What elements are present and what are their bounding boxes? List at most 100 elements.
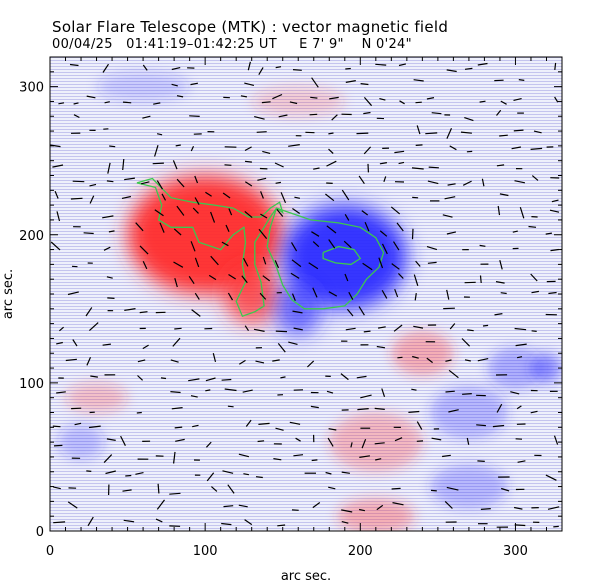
field-vector (221, 241, 229, 247)
field-vector (292, 69, 302, 71)
field-vector (122, 158, 125, 171)
field-vector (394, 150, 405, 154)
field-vector (241, 275, 248, 284)
field-vector (357, 408, 369, 411)
field-vector (240, 95, 248, 98)
field-vector (360, 83, 369, 86)
y-tick-label: 300 (19, 81, 44, 96)
field-vector (379, 162, 388, 165)
field-vector (346, 308, 354, 317)
field-vector (313, 167, 320, 170)
field-vector (67, 291, 79, 296)
field-vector (174, 327, 182, 330)
field-vector (545, 232, 552, 235)
field-vector (292, 208, 301, 214)
field-vector (329, 96, 339, 100)
field-vector (58, 102, 65, 105)
field-vector (499, 193, 509, 197)
field-vector (328, 291, 338, 297)
field-vector (460, 131, 472, 134)
field-vector (208, 274, 217, 281)
field-vector (327, 437, 334, 447)
field-vector (102, 63, 110, 73)
field-vector (88, 425, 101, 429)
field-vector (361, 210, 369, 216)
field-vector (446, 486, 459, 491)
field-vector (379, 98, 386, 101)
field-vector (262, 275, 271, 282)
field-vector (531, 330, 537, 332)
field-vector (172, 160, 178, 170)
field-vector (106, 438, 116, 441)
field-vector (293, 327, 303, 331)
field-vector (137, 359, 146, 363)
field-contours (136, 177, 385, 318)
field-vector (108, 230, 115, 233)
field-vector (551, 199, 559, 203)
field-vector (553, 435, 559, 445)
field-vector (500, 292, 507, 295)
field-vector (310, 96, 318, 99)
field-vector (136, 411, 142, 414)
field-vector (511, 146, 522, 150)
field-vector (311, 459, 318, 462)
field-vector (550, 248, 559, 252)
polarity-region-negative (57, 424, 105, 460)
field-vector (247, 61, 251, 71)
field-vector (411, 388, 417, 391)
field-vector (350, 442, 353, 448)
field-vector (74, 422, 82, 426)
axis-ticks (49, 56, 563, 532)
field-vector (109, 145, 116, 148)
field-vector (104, 101, 110, 104)
field-vector (212, 353, 217, 363)
field-vector (379, 230, 388, 237)
field-vector (295, 437, 301, 442)
x-axis-label: arc sec. (281, 569, 331, 584)
field-vector (139, 311, 148, 314)
field-vector (548, 291, 557, 295)
field-vector (210, 211, 216, 223)
polarity-region-negative (96, 71, 190, 102)
field-vector (137, 375, 144, 381)
field-vector (464, 359, 471, 362)
field-vector (56, 341, 63, 345)
field-vector (90, 375, 98, 378)
field-vector (325, 471, 332, 475)
field-vector (291, 293, 296, 301)
field-vector (190, 82, 199, 86)
inner-negative-contour (322, 245, 362, 266)
field-vector (394, 288, 399, 298)
field-vector (442, 214, 453, 218)
field-vector (376, 504, 384, 511)
field-vector (227, 484, 235, 494)
polarity-region-positive (329, 412, 423, 472)
x-tick-label: 100 (193, 544, 218, 559)
field-vector (390, 206, 401, 215)
polarity-region-negative (274, 282, 322, 336)
field-vector (374, 442, 385, 445)
field-vector (238, 453, 250, 458)
field-vector (50, 144, 61, 148)
field-vector (225, 224, 230, 233)
field-vector (499, 260, 503, 270)
field-vector (89, 195, 95, 204)
field-vector (547, 506, 560, 510)
field-vector (467, 329, 474, 332)
field-vector (189, 115, 200, 117)
field-vector (427, 261, 437, 264)
field-vector (413, 325, 424, 329)
subtitle-north: N 0'24" (361, 37, 412, 52)
field-vector (86, 357, 92, 366)
field-vector (408, 410, 420, 413)
field-vector (275, 427, 284, 431)
field-vector (449, 145, 457, 151)
field-vector (275, 66, 282, 69)
field-vector (238, 504, 248, 508)
field-vector (190, 145, 195, 152)
field-vector (224, 164, 232, 166)
field-vector (464, 117, 474, 122)
field-vector (156, 133, 163, 136)
field-vector (431, 112, 442, 115)
field-vector (221, 522, 232, 526)
